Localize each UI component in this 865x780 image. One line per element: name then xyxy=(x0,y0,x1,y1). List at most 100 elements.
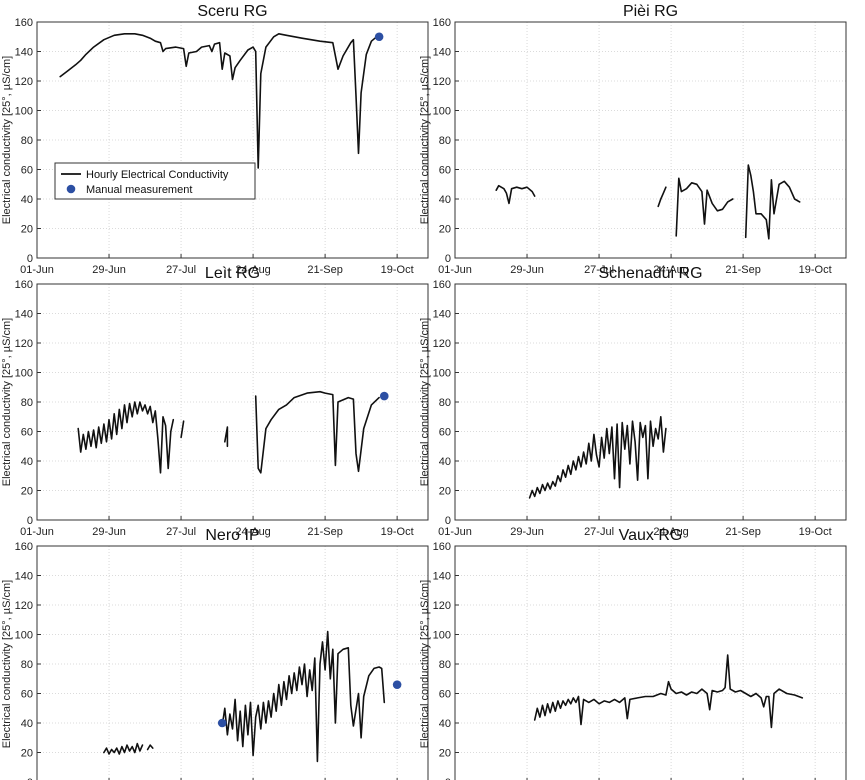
x-tick-label: 27-Jul xyxy=(166,264,196,276)
y-tick-label: 120 xyxy=(15,76,33,88)
y-tick-label: 120 xyxy=(15,600,33,612)
chart-panel: 0 20 40 60 80 100 120 140 160 01-Jun 29-Jun 27-Jul 2… xyxy=(1,3,429,276)
conductivity-line xyxy=(657,186,667,208)
y-tick-label: 40 xyxy=(439,194,451,206)
y-tick-label: 60 xyxy=(439,689,451,701)
y-tick-label: 40 xyxy=(21,456,33,468)
y-tick-label: 0 xyxy=(27,515,33,527)
y-tick-label: 160 xyxy=(15,541,33,553)
conductivity-line xyxy=(495,184,536,205)
y-tick-label: 40 xyxy=(439,456,451,468)
y-axis-label: Electrical conductivity [25°, µS/cm] xyxy=(1,580,13,748)
y-tick-label: 80 xyxy=(439,397,451,409)
y-tick-label: 100 xyxy=(15,106,33,118)
y-tick-label: 140 xyxy=(433,47,451,59)
x-tick-label: 27-Jul xyxy=(584,526,614,538)
plot-area xyxy=(455,546,846,780)
y-tick-label: 0 xyxy=(445,777,451,780)
y-tick-label: 160 xyxy=(15,17,33,29)
y-tick-label: 80 xyxy=(21,135,33,147)
y-tick-label: 0 xyxy=(445,515,451,527)
chart-panel: 0 20 40 60 80 100 120 140 160 01-Jun 29-Jun 27-Jul 2… xyxy=(419,265,847,538)
conductivity-line xyxy=(533,654,804,729)
x-tick-label: 24-Aug xyxy=(235,264,270,276)
manual-measurement-point xyxy=(379,391,389,401)
conductivity-line xyxy=(103,742,144,755)
chart-panel: 0 20 40 60 80 100 120 140 160 01-Jun 29-Jun 27-Jul 2… xyxy=(419,3,847,276)
x-tick-label: 24-Aug xyxy=(653,264,688,276)
y-axis-label: Electrical conductivity [25°, µS/cm] xyxy=(419,56,431,224)
y-tick-label: 160 xyxy=(433,17,451,29)
chart-title: Schenadüi RG xyxy=(598,265,702,282)
conductivity-line xyxy=(675,177,734,237)
legend-box xyxy=(54,162,256,200)
y-tick-label: 80 xyxy=(439,135,451,147)
x-tick-label: 24-Aug xyxy=(235,526,270,538)
y-tick-label: 20 xyxy=(21,486,33,498)
x-tick-label: 19-Oct xyxy=(799,264,832,276)
y-tick-label: 80 xyxy=(21,659,33,671)
plot-frame xyxy=(36,283,429,521)
conductivity-line xyxy=(744,164,801,240)
y-tick-label: 0 xyxy=(445,253,451,265)
x-tick-label: 01-Jun xyxy=(20,264,54,276)
x-tick-label: 19-Oct xyxy=(381,264,414,276)
y-tick-label: 160 xyxy=(433,541,451,553)
y-tick-label: 0 xyxy=(27,253,33,265)
y-axis-label: Electrical conductivity [25°, µS/cm] xyxy=(419,318,431,486)
chart-title: Vaux RG xyxy=(619,527,683,544)
y-tick-label: 100 xyxy=(15,630,33,642)
legend-marker-swatch xyxy=(66,184,76,194)
y-tick-label: 100 xyxy=(433,106,451,118)
x-tick-label: 19-Oct xyxy=(799,526,832,538)
x-tick-label: 29-Jun xyxy=(510,264,544,276)
x-tick-label: 29-Jun xyxy=(510,526,544,538)
y-axis-label: Electrical conductivity [25°, µS/cm] xyxy=(1,56,13,224)
y-tick-label: 20 xyxy=(439,748,451,760)
manual-measurement-point xyxy=(374,32,384,42)
y-tick-label: 140 xyxy=(15,309,33,321)
conductivity-line xyxy=(224,426,229,448)
y-tick-label: 100 xyxy=(15,368,33,380)
x-tick-label: 21-Sep xyxy=(725,526,760,538)
conductivity-line xyxy=(77,401,175,474)
y-tick-label: 20 xyxy=(21,224,33,236)
y-tick-label: 140 xyxy=(15,47,33,59)
chart-panel: 0 20 40 60 80 100 120 140 160 01-Jun 29-Jun 27-Jul 2… xyxy=(419,527,847,780)
y-tick-label: 60 xyxy=(21,427,33,439)
x-tick-label: 21-Sep xyxy=(725,264,760,276)
x-tick-label: 01-Jun xyxy=(438,264,472,276)
y-tick-label: 20 xyxy=(439,224,451,236)
y-tick-label: 60 xyxy=(439,427,451,439)
chart-panel: 0 20 40 60 80 100 120 140 160 01-Jun 29-Jun 27-Jul 2… xyxy=(1,265,429,538)
conductivity-line xyxy=(254,390,380,474)
x-tick-label: 27-Jul xyxy=(584,264,614,276)
y-tick-label: 100 xyxy=(433,368,451,380)
y-tick-label: 20 xyxy=(21,748,33,760)
x-tick-label: 21-Sep xyxy=(307,526,342,538)
y-tick-label: 60 xyxy=(21,689,33,701)
y-tick-label: 0 xyxy=(27,777,33,780)
conductivity-line xyxy=(146,744,154,751)
chart-title: Leìt RG xyxy=(205,265,260,282)
y-tick-label: 140 xyxy=(15,571,33,583)
plot-frame xyxy=(454,545,847,780)
conductivity-line xyxy=(59,33,378,169)
y-tick-label: 80 xyxy=(21,397,33,409)
y-tick-label: 40 xyxy=(21,718,33,730)
x-tick-label: 01-Jun xyxy=(438,526,472,538)
plot-frame xyxy=(454,21,847,259)
y-axis-label: Electrical conductivity [25°, µS/cm] xyxy=(419,580,431,748)
x-tick-label: 29-Jun xyxy=(92,264,126,276)
manual-measurement-point xyxy=(392,680,402,689)
y-tick-label: 140 xyxy=(433,309,451,321)
plot-area xyxy=(37,546,428,780)
plot-frame xyxy=(36,545,429,780)
y-axis-label: Electrical conductivity [25°, µS/cm] xyxy=(1,318,13,486)
chart-title: Pièi RG xyxy=(623,3,678,20)
x-tick-label: 19-Oct xyxy=(381,526,414,538)
y-tick-label: 100 xyxy=(433,630,451,642)
y-tick-label: 60 xyxy=(439,165,451,177)
conductivity-line xyxy=(528,416,667,499)
